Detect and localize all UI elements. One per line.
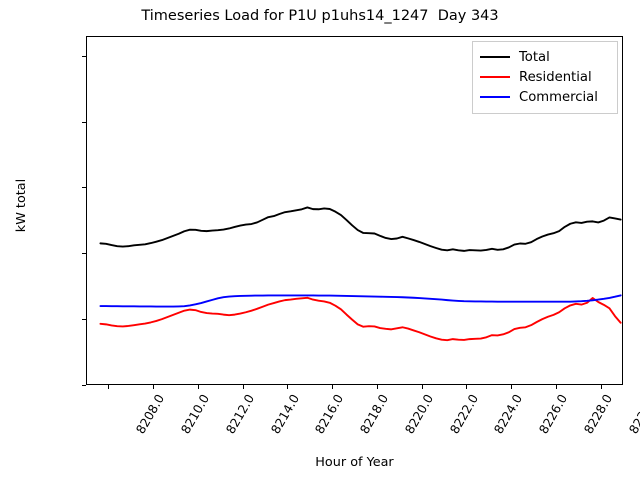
legend-label-residential: Residential bbox=[519, 69, 592, 85]
x-axis-tick-label: 8210.0 bbox=[178, 392, 213, 437]
chart-legend: Total Residential Commercial bbox=[472, 41, 618, 114]
x-axis-tick-label: 8214.0 bbox=[268, 392, 302, 437]
series-line-total bbox=[99, 206, 622, 252]
x-axis-tick-label: 8208.0 bbox=[133, 392, 168, 437]
series-line-residential bbox=[99, 296, 622, 342]
x-axis-tick-label: 8222.0 bbox=[447, 392, 481, 437]
legend-item-commercial: Commercial bbox=[480, 87, 610, 107]
x-axis-tick-mark bbox=[287, 385, 289, 389]
x-axis-tick-mark bbox=[332, 385, 334, 389]
legend-label-commercial: Commercial bbox=[519, 89, 598, 105]
x-axis-label: Hour of Year bbox=[315, 455, 394, 470]
x-axis-tick-mark bbox=[511, 385, 513, 389]
x-axis-tick-mark bbox=[600, 385, 602, 389]
x-axis-tick-mark bbox=[153, 385, 155, 389]
legend-label-total: Total bbox=[519, 49, 550, 65]
plot-lines bbox=[99, 206, 622, 342]
x-axis-tick-mark bbox=[466, 385, 468, 389]
y-axis-tick-mark bbox=[82, 319, 86, 321]
legend-swatch-residential bbox=[480, 76, 510, 78]
x-axis-tick-label: 8226.0 bbox=[536, 392, 571, 437]
x-axis-tick-label: 8218.0 bbox=[357, 392, 392, 437]
x-axis-tick-label: 8228.0 bbox=[581, 392, 616, 437]
x-axis-tick-mark bbox=[242, 385, 244, 389]
series-line-commercial bbox=[99, 294, 622, 308]
y-axis-tick-mark bbox=[82, 253, 86, 255]
x-axis-tick-mark bbox=[108, 385, 110, 389]
x-axis-tick-mark bbox=[421, 385, 423, 389]
y-axis-tick-mark bbox=[82, 121, 86, 123]
x-axis-tick-label: 8230.0 bbox=[626, 392, 640, 437]
x-axis-tick-label: 8224.0 bbox=[491, 392, 526, 437]
y-axis-tick-mark bbox=[82, 55, 86, 57]
legend-swatch-total bbox=[480, 56, 510, 58]
x-axis-tick-label: 8212.0 bbox=[223, 392, 258, 437]
x-axis-tick-mark bbox=[555, 385, 557, 389]
legend-item-total: Total bbox=[480, 47, 610, 67]
x-axis-tick-label: 8216.0 bbox=[312, 392, 347, 437]
y-axis-tick-mark bbox=[82, 187, 86, 189]
y-axis-tick-mark bbox=[82, 385, 86, 386]
legend-swatch-commercial bbox=[480, 96, 510, 98]
x-axis-tick-mark bbox=[376, 385, 378, 389]
y-axis-label: kW total bbox=[14, 178, 29, 233]
chart-title: Timeseries Load for P1U p1uhs14_1247 Day… bbox=[141, 8, 499, 24]
legend-item-residential: Residential bbox=[480, 67, 610, 87]
x-axis-tick-mark bbox=[197, 385, 199, 389]
x-axis-tick-label: 8220.0 bbox=[402, 392, 437, 437]
